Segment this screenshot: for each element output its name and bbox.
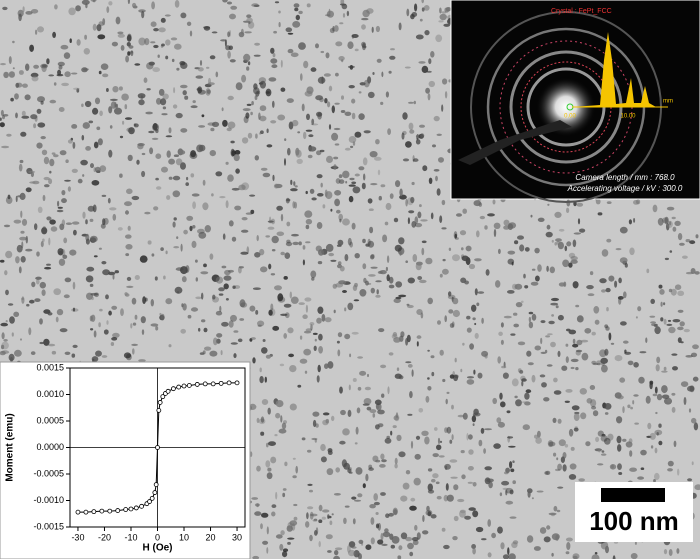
data-point: [152, 490, 158, 495]
scale-bar: 100 nm: [575, 482, 693, 542]
data-point: [83, 509, 89, 515]
data-point: [181, 383, 187, 389]
x-tick-label: 0: [155, 532, 160, 542]
x-tick-label: 20: [206, 532, 216, 542]
y-axis-label: Moment (emu): [5, 413, 16, 481]
diffraction-inset: Crystal : FePt_FCC 0.00 10.00 mm Camera …: [450, 0, 700, 203]
accelerating-voltage: Accelerating voltage / kV : 300.0: [567, 184, 683, 193]
scale-label: 100 nm: [589, 506, 679, 536]
data-point: [91, 509, 97, 515]
data-point: [139, 503, 144, 509]
data-point: [107, 508, 113, 514]
x-tick-label: -10: [124, 532, 137, 542]
axis-start: 0.00: [564, 114, 576, 120]
y-tick-label: -0.0005: [33, 468, 64, 478]
data-point: [165, 388, 171, 394]
y-tick-label: -0.0010: [33, 495, 64, 505]
hysteresis-inset: -0.0015 -0.0010 -0.0005 0.0000 0.0005 0.0010 0…: [0, 361, 251, 559]
x-tick-label: -30: [71, 532, 84, 542]
data-point: [147, 499, 152, 504]
axis-mark: 10.00: [620, 114, 636, 120]
y-tick-label: 0.0015: [36, 362, 64, 372]
y-tick-label: 0.0000: [36, 442, 64, 452]
data-point: [202, 381, 208, 387]
x-tick-label: -20: [98, 532, 111, 542]
camera-length: Camera length / mm : 768.0: [575, 173, 675, 182]
data-point: [149, 495, 155, 501]
data-point: [115, 508, 121, 513]
data-point: [234, 380, 240, 386]
data-point: [194, 382, 200, 387]
data-point: [156, 407, 162, 413]
data-point: [226, 380, 232, 386]
data-point: [133, 505, 139, 511]
data-point: [176, 384, 182, 390]
y-tick-label: -0.0015: [33, 521, 64, 531]
data-point: [210, 381, 216, 387]
data-point: [157, 400, 163, 405]
y-tick-label: 0.0010: [36, 389, 64, 399]
x-axis-label: H (Oe): [143, 543, 173, 554]
y-tick-label: 0.0005: [36, 415, 64, 425]
data-point: [123, 507, 129, 512]
data-point: [218, 380, 224, 386]
data-point: [160, 394, 166, 400]
x-tick-label: 30: [232, 532, 242, 542]
data-point: [153, 482, 159, 488]
crystal-label: Crystal : FePt_FCC: [551, 8, 612, 15]
x-tick-label: 10: [179, 532, 189, 542]
axis-unit: mm: [663, 99, 673, 105]
data-point: [99, 508, 105, 514]
data-point: [128, 506, 134, 512]
data-point: [186, 383, 192, 388]
data-point: [155, 445, 160, 450]
data-point: [171, 386, 176, 392]
data-point: [75, 509, 81, 515]
